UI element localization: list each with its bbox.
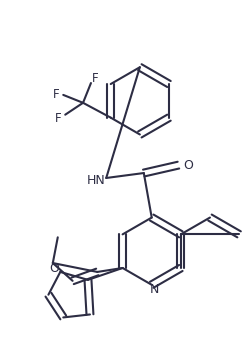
Text: F: F bbox=[53, 88, 59, 101]
Text: O: O bbox=[183, 158, 193, 172]
Text: HN: HN bbox=[87, 174, 105, 187]
Text: F: F bbox=[91, 72, 98, 85]
Text: O: O bbox=[49, 263, 59, 275]
Text: N: N bbox=[149, 283, 159, 296]
Text: F: F bbox=[55, 112, 61, 125]
